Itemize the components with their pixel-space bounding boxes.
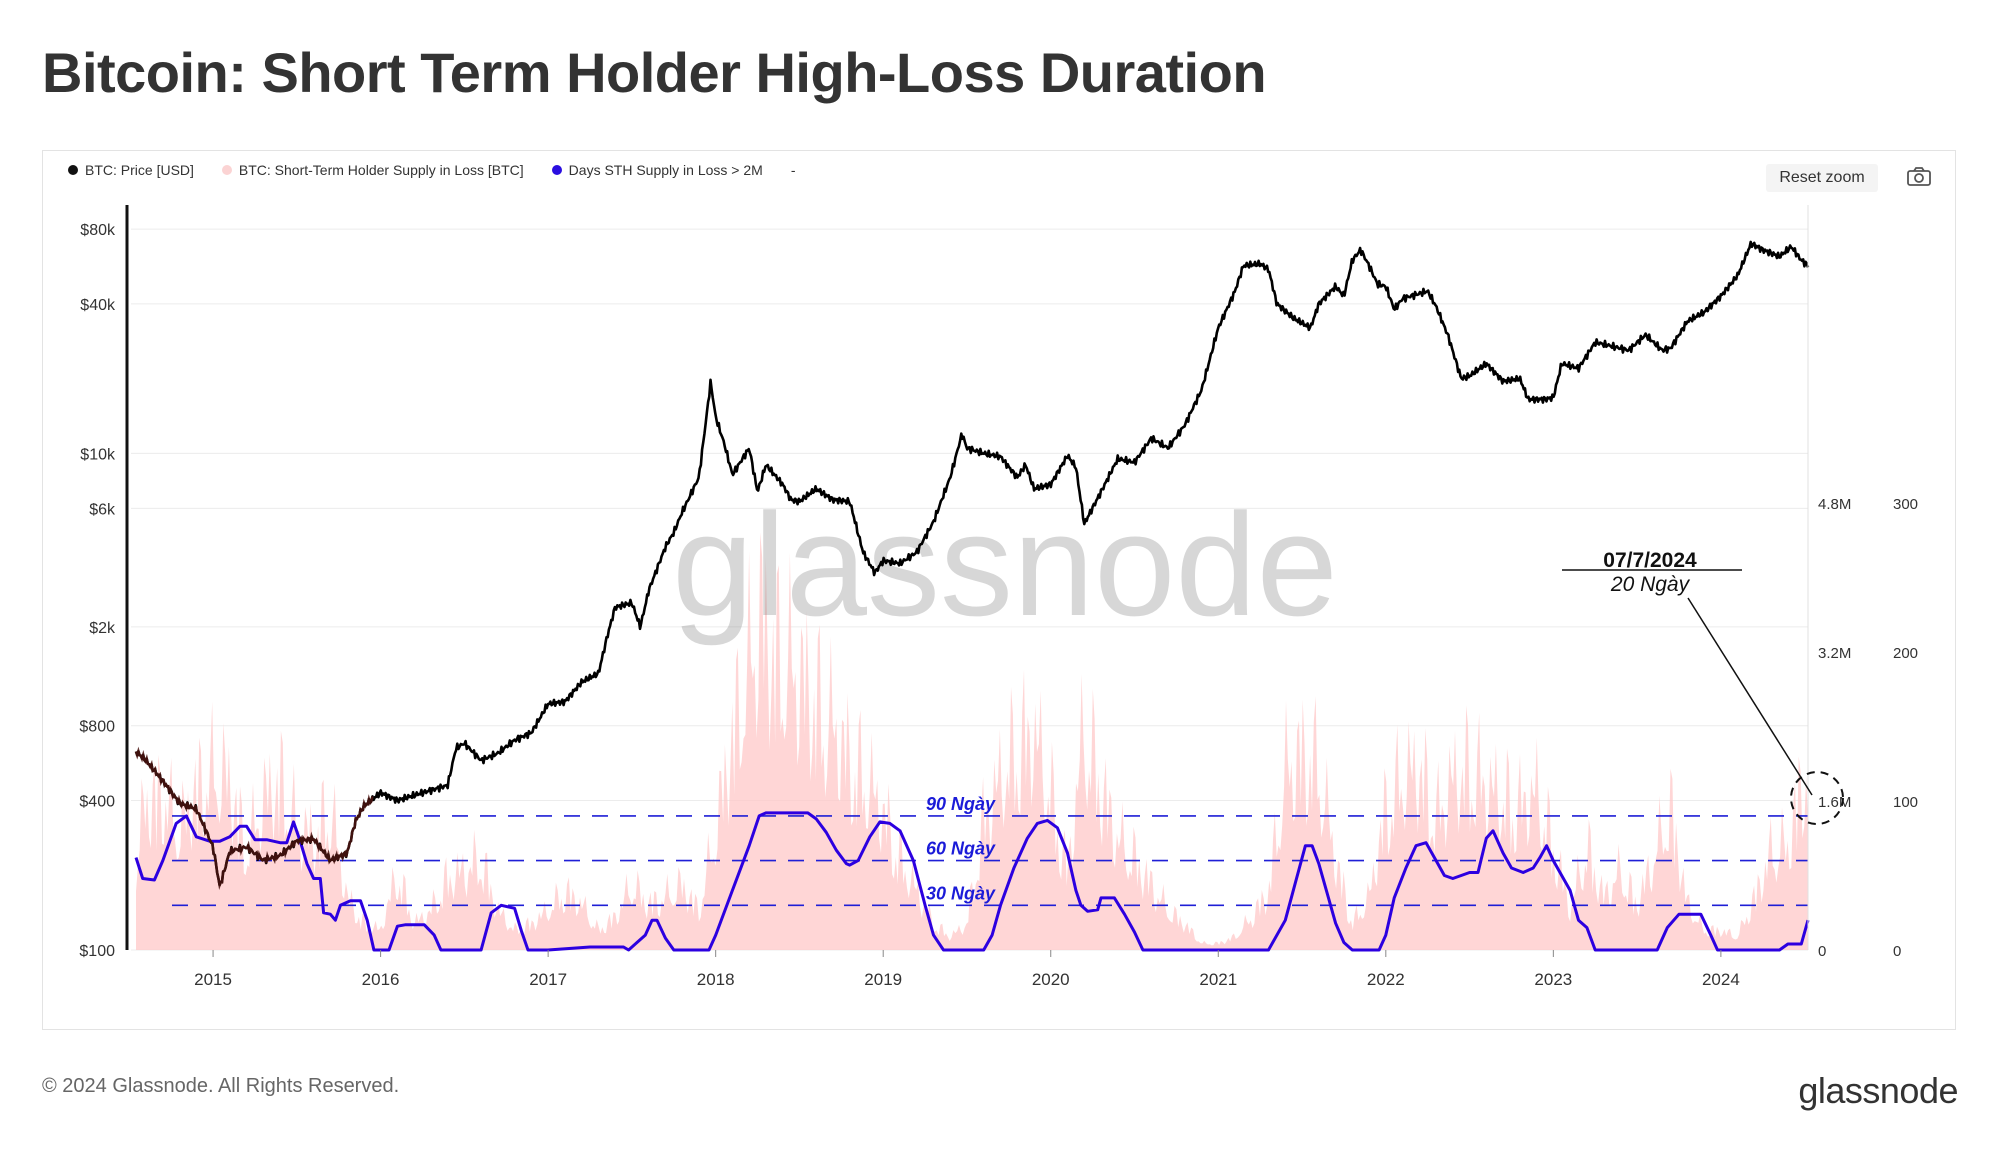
threshold-label: 30 Ngày <box>926 883 996 903</box>
gridlines <box>131 228 1808 951</box>
annotation-value: 20 Ngày <box>1610 573 1691 596</box>
y-right-days-tick-label: 0 <box>1893 943 1901 960</box>
y-left-tick-label: $10k <box>80 446 116 463</box>
x-tick-label: 2015 <box>194 970 232 989</box>
threshold-label: 60 Ngày <box>926 839 996 859</box>
x-tick-label: 2024 <box>1702 970 1740 989</box>
supply-in-loss-series <box>136 532 1808 950</box>
annotation-date: 07/7/2024 <box>1603 549 1697 572</box>
supply-in-loss-area <box>136 532 1808 950</box>
chart-frame <box>42 150 1956 1030</box>
y-right-supply-tick-label: 4.8M <box>1818 496 1851 513</box>
copyright-text: © 2024 Glassnode. All Rights Reserved. <box>42 1075 400 1097</box>
camera-icon[interactable] <box>1906 166 1932 188</box>
days-in-loss-series <box>134 811 1810 952</box>
reset-zoom-button[interactable]: Reset zoom <box>1766 164 1878 192</box>
chart-legend: BTC: Price [USD] BTC: Short-Term Holder … <box>68 162 795 178</box>
x-tick-label: 2022 <box>1367 970 1405 989</box>
btc-price-line <box>134 240 1810 891</box>
x-tick-label: 2019 <box>864 970 902 989</box>
x-tick-label: 2021 <box>1199 970 1237 989</box>
axes: $100 $400 $800 $2k $6k $10k $40k $80k 0 1.6M 3.2M 4… <box>79 205 1918 989</box>
y-right-days-tick-label: 300 <box>1893 496 1918 513</box>
legend-dot-days-in-loss <box>551 165 562 175</box>
y-right-supply-tick-label: 0 <box>1818 943 1826 960</box>
page-title: Bitcoin: Short Term Holder High-Loss Dur… <box>42 41 1267 104</box>
y-right-supply-tick-label: 3.2M <box>1818 645 1851 662</box>
y-left-tick-label: $6k <box>89 501 116 518</box>
y-right-supply-tick-label: 1.6M <box>1818 794 1851 811</box>
legend-item-days-in-loss[interactable]: Days STH Supply in Loss > 2M <box>551 162 763 178</box>
legend-item-extra[interactable]: - <box>791 162 796 178</box>
btc-price-series-early <box>134 746 374 891</box>
legend-label-days-in-loss: Days STH Supply in Loss > 2M <box>568 162 763 178</box>
y-left-tick-label: $400 <box>79 793 115 810</box>
y-right-days-tick-label: 200 <box>1893 645 1918 662</box>
legend-label-supply-in-loss: BTC: Short-Term Holder Supply in Loss [B… <box>238 162 524 178</box>
x-tick-label: 2016 <box>362 970 400 989</box>
annotation-pointer <box>1687 597 1813 796</box>
btc-price-series <box>134 240 1810 887</box>
legend-dot-supply-in-loss <box>221 165 232 175</box>
legend-item-price[interactable]: BTC: Price [USD] <box>68 162 194 178</box>
watermark-text: glassnode <box>672 483 1338 646</box>
y-left-tick-label: $800 <box>79 719 115 736</box>
threshold-lines: 90 Ngày 60 Ngày 30 Ngày <box>172 794 1808 907</box>
x-tick-label: 2020 <box>1032 970 1070 989</box>
threshold-label: 90 Ngày <box>926 794 996 814</box>
days-in-loss-line <box>134 811 1810 952</box>
glassnode-logo: glassnode <box>1798 1070 1958 1111</box>
y-left-tick-label: $2k <box>89 620 116 637</box>
y-left-tick-label: $80k <box>80 222 116 239</box>
annotation-group: 07/7/2024 20 Ngày <box>1562 549 1844 825</box>
y-right-days-tick-label: 100 <box>1893 794 1918 811</box>
legend-label-extra: - <box>790 162 796 178</box>
y-left-tick-label: $40k <box>80 297 116 314</box>
x-tick-label: 2017 <box>529 970 567 989</box>
y-left-tick-label: $100 <box>79 943 115 960</box>
legend-dot-price <box>68 165 78 175</box>
annotation-circle <box>1790 771 1844 825</box>
x-tick-label: 2018 <box>697 970 735 989</box>
legend-label-price: BTC: Price [USD] <box>85 162 194 178</box>
x-tick-label: 2023 <box>1534 970 1572 989</box>
legend-item-supply-in-loss[interactable]: BTC: Short-Term Holder Supply in Loss [B… <box>221 162 524 178</box>
